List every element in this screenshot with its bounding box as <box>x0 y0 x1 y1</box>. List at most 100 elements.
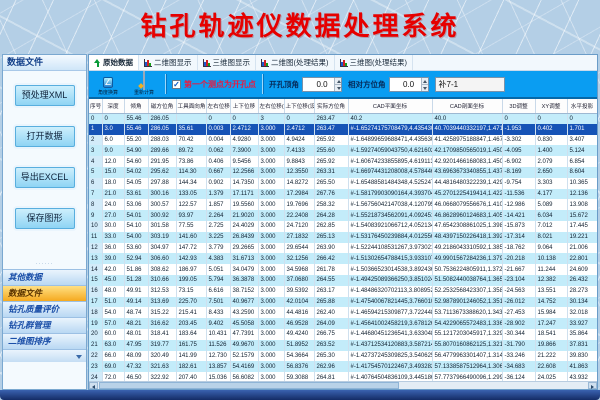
table-row[interactable]: 11 33.0 54.00 303.19 141.60 3.225 26.8439 3.000… <box>89 231 597 243</box>
column-header[interactable]: 左右位移(设计) <box>258 99 285 114</box>
recalculate-button[interactable]: 重新计算 <box>129 71 159 96</box>
scrollbar-track[interactable] <box>400 382 588 389</box>
table-row[interactable]: 15 45.0 51.28 310.66 199.05 5.794 36.3878 3.000… <box>89 274 597 286</box>
opening-angle-label: 开孔顶角 <box>269 79 299 89</box>
row-header: 9 <box>89 210 103 221</box>
table-row[interactable]: 4 12.0 54.60 291.95 73.86 0.406 9.5456 3.000 9.8… <box>89 156 597 167</box>
column-header[interactable]: CAD剖面坐标 <box>432 99 503 114</box>
column-header[interactable]: 深度 <box>102 99 125 114</box>
row-header: 3 <box>89 145 103 157</box>
sidebar-nav-item-1[interactable]: 数据文件 <box>3 285 86 301</box>
tab-3[interactable]: 二维图(处理结果) <box>256 55 335 70</box>
cell: 14.8272 <box>284 177 315 189</box>
chart-icon <box>144 58 152 67</box>
relative-azimuth-value[interactable]: 0.0 <box>402 79 415 89</box>
column-header[interactable]: 左右位移 <box>206 99 231 114</box>
cell: 41.863 <box>567 361 597 373</box>
table-row[interactable]: 6 18.0 54.05 297.88 144.34 0.902 14.7350 3.000 1… <box>89 177 597 189</box>
spin-up-icon[interactable] <box>421 77 428 85</box>
stepper-arrows[interactable] <box>420 77 428 91</box>
table-row[interactable]: 20 60.0 48.01 318.41 183.64 10.431 47.7391 3.00… <box>89 328 597 340</box>
cell: #-1.59274059043750,4.6216022… <box>348 145 433 157</box>
spin-up-icon[interactable] <box>335 77 341 85</box>
column-header[interactable]: 上下位移(设计) <box>284 99 315 114</box>
angle-convert-button[interactable]: ∠ 角度换算 <box>93 72 123 96</box>
table-row[interactable]: 5 15.0 54.02 295.62 114.30 0.667 12.2566 3.000 1… <box>89 166 597 178</box>
sidebar-button-1[interactable]: 打开数据 <box>14 126 75 147</box>
sidebar-button-0[interactable]: 预处理XML <box>14 85 75 106</box>
cell: 1.400 <box>535 145 568 157</box>
cell: 3.000 <box>258 199 285 211</box>
column-header[interactable]: CAD平面坐标 <box>348 99 433 114</box>
table-row[interactable]: 2 6.0 55.20 288.03 70.42 0.004 4.9280 3.000 4.94… <box>89 134 597 146</box>
cell: 301.58 <box>148 220 177 232</box>
opening-angle-value[interactable]: 0.0 <box>316 79 328 89</box>
tab-4[interactable]: 三维图(处理结果) <box>335 55 413 70</box>
cell: 21.9020 <box>230 210 259 221</box>
horizontal-scrollbar[interactable] <box>89 381 597 389</box>
column-header[interactable]: 水平投影 <box>567 99 597 114</box>
scrollbar-thumb[interactable] <box>99 382 399 389</box>
tab-1[interactable]: 二维图显示 <box>139 55 198 70</box>
sidebar-nav-list: 其他数据 数据文件 钻孔质量评价 钻孔群管理 二维图排序 <box>3 269 86 349</box>
table-row[interactable]: 21 63.0 47.95 319.77 161.75 11.526 49.9670 3.00… <box>89 339 597 351</box>
table-row[interactable]: 10 30.0 54.10 301.58 77.55 2.725 24.4029 3.000 2… <box>89 220 597 232</box>
cell: 24.025 <box>535 372 568 381</box>
table-row[interactable]: 23 69.0 47.32 321.63 182.61 13.857 54.4169 3.00… <box>89 361 597 373</box>
cell: -14.421 <box>502 210 536 221</box>
relative-azimuth-label: 相对方位角 <box>348 79 386 89</box>
scroll-right-icon[interactable] <box>588 382 597 389</box>
table-row[interactable]: 16 48.0 49.91 312.53 73.15 6.616 38.7152 3.000 3… <box>89 285 597 297</box>
tab-0[interactable]: 原始数据 <box>89 55 139 70</box>
cell: 133.05 <box>176 188 207 200</box>
column-header[interactable]: 上下位移 <box>230 99 259 114</box>
tab-2[interactable]: 三维图显示 <box>198 55 256 70</box>
first-point-checkbox[interactable]: ✓ <box>172 79 181 89</box>
opening-angle-stepper[interactable]: 0.0 <box>302 76 342 92</box>
cell: 46.0668079556676,1.4100000… <box>432 199 503 211</box>
table-row[interactable]: 9 27.0 54.01 300.92 93.97 2.264 21.9020 3.000 22… <box>89 210 597 221</box>
table-row[interactable]: 14 42.0 51.86 308.62 186.97 5.051 34.0479 3.000… <box>89 264 597 275</box>
sidebar-button-2[interactable]: 导出EXCEL <box>14 167 75 188</box>
table-row[interactable]: 22 66.0 48.09 320.49 141.99 12.730 52.1579 3.00… <box>89 350 597 362</box>
cell: 5.124 <box>567 145 597 157</box>
stepper-arrows[interactable] <box>334 77 341 91</box>
hole-name-input[interactable]: 补7-1 <box>434 76 505 92</box>
scroll-left-icon[interactable] <box>89 382 98 389</box>
table-row[interactable]: 13 39.0 52.94 306.60 142.93 4.383 31.6713 3.000… <box>89 253 597 265</box>
tab-label: 三维图显示 <box>212 58 251 67</box>
column-header[interactable]: 3D调整 <box>502 99 536 114</box>
table-row[interactable]: 19 57.0 48.21 316.62 203.45 9.402 45.5058 3.000… <box>89 318 597 329</box>
cell: 303.19 <box>148 231 177 243</box>
table-row[interactable]: 12 36.0 53.60 304.97 147.72 3.779 29.2665 3.000… <box>89 242 597 254</box>
sidebar-nav-item-0[interactable]: 其他数据 <box>3 269 86 285</box>
column-header[interactable]: 序号 <box>89 99 103 114</box>
sidebar-nav-item-3[interactable]: 钻孔群管理 <box>3 317 86 333</box>
cell: 306.60 <box>148 253 177 265</box>
column-header[interactable]: 倾角 <box>124 99 149 114</box>
table-row[interactable]: 24 72.0 46.50 322.92 207.40 15.036 56.6082 3.00… <box>89 372 597 381</box>
column-header[interactable]: 磁方位角 <box>148 99 177 114</box>
spin-down-icon[interactable] <box>421 84 428 91</box>
cell: 55.20 <box>124 134 149 146</box>
table-row[interactable]: 17 51.0 49.14 313.69 225.70 7.501 40.9677 3.000… <box>89 296 597 308</box>
cell: 3.000 <box>258 339 285 351</box>
column-header[interactable]: 实际方位角 <box>314 99 349 114</box>
splitter-handle[interactable]: ······ <box>35 261 54 267</box>
table-row[interactable]: 18 54.0 48.74 315.22 215.41 8.433 43.2590 3.000… <box>89 307 597 319</box>
cell: 161.75 <box>176 339 207 351</box>
table-row[interactable]: 0 0 55.46 286.05 0 0 3 0 263.47 40.2 40.0 0 0 0 <box>89 113 597 124</box>
sidebar-button-3[interactable]: 保存图形 <box>14 208 75 229</box>
column-header[interactable]: XY调整 <box>535 99 568 114</box>
table-row[interactable]: 3 9.0 54.90 289.66 89.72 0.062 7.3900 3.000 7.41… <box>89 145 597 157</box>
first-point-checkbox-group[interactable]: ✓ 第一个测点为开孔点 <box>172 79 256 90</box>
sidebar-nav-item-2[interactable]: 钻孔质量评价 <box>3 301 86 317</box>
table-row[interactable]: 8 24.0 53.06 300.57 122.57 1.857 19.5560 3.000 1… <box>89 199 597 211</box>
nav-overflow-strip[interactable] <box>3 349 86 362</box>
sidebar-nav-item-4[interactable]: 二维图排序 <box>3 333 86 349</box>
column-header[interactable]: 工具面向角 <box>176 99 207 114</box>
spin-down-icon[interactable] <box>335 84 341 91</box>
table-row[interactable]: 7 21.0 53.61 300.16 133.05 1.379 17.1171 3.000 1… <box>89 188 597 200</box>
table-row[interactable]: 1 3.0 55.46 286.05 35.61 0.003 2.4712 3.000 2.47… <box>89 123 597 135</box>
relative-azimuth-stepper[interactable]: 0.0 <box>388 76 429 92</box>
